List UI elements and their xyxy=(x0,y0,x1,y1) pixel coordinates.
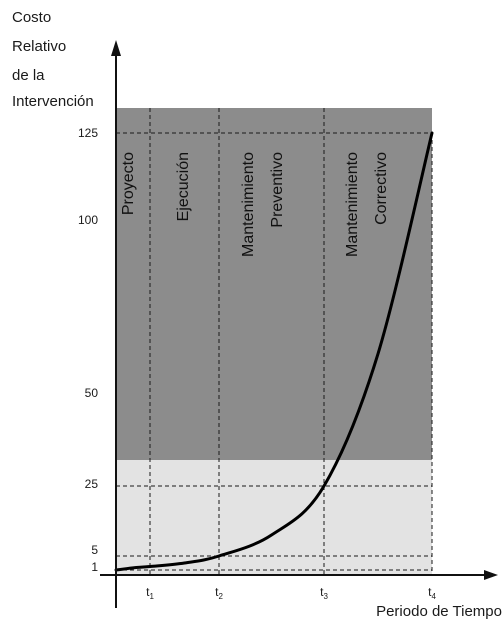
x-tick-label: t3 xyxy=(320,585,328,601)
cost-curve xyxy=(114,131,434,572)
light-band xyxy=(116,460,432,575)
phase-label: Ejecución xyxy=(175,152,192,221)
dashed-gridlines xyxy=(116,108,433,575)
y-axis-arrow xyxy=(111,40,121,56)
y-tick-label: 125 xyxy=(78,126,98,140)
phase-label: Preventivo xyxy=(269,152,286,228)
x-tick-label: t2 xyxy=(215,585,223,601)
x-tick-labels: t1 t2 t3 t4 xyxy=(146,585,436,601)
y-tick-label: 100 xyxy=(78,213,98,227)
x-tick-label: t4 xyxy=(428,585,436,601)
cost-curve-group xyxy=(114,131,434,572)
phase-label: Mantenimiento xyxy=(344,152,361,257)
x-axis-title: Periodo de Tiempo xyxy=(376,603,502,620)
phase-label: Correctivo xyxy=(373,152,390,225)
y-tick-label: 5 xyxy=(91,543,98,557)
x-tick-label: t1 xyxy=(146,585,154,601)
y-tick-labels: 1 5 25 50 100 125 xyxy=(78,126,98,574)
phase-label: Proyecto xyxy=(120,152,137,215)
axes xyxy=(100,40,498,608)
phase-labels: Proyecto Ejecución Mantenimiento Preventivo… xyxy=(120,152,390,257)
y-axis-title: Costo Relativo de la Intervención xyxy=(12,9,94,110)
y-tick-label: 25 xyxy=(85,477,99,491)
background-bands xyxy=(116,108,432,575)
y-tick-label: 50 xyxy=(85,386,99,400)
y-tick-label: 1 xyxy=(91,560,98,574)
phase-label: Mantenimiento xyxy=(240,152,257,257)
x-axis-arrow xyxy=(484,570,498,580)
axis-titles: Costo Relativo de la Intervención Periodo de… xyxy=(12,9,502,620)
dark-band xyxy=(116,108,432,460)
